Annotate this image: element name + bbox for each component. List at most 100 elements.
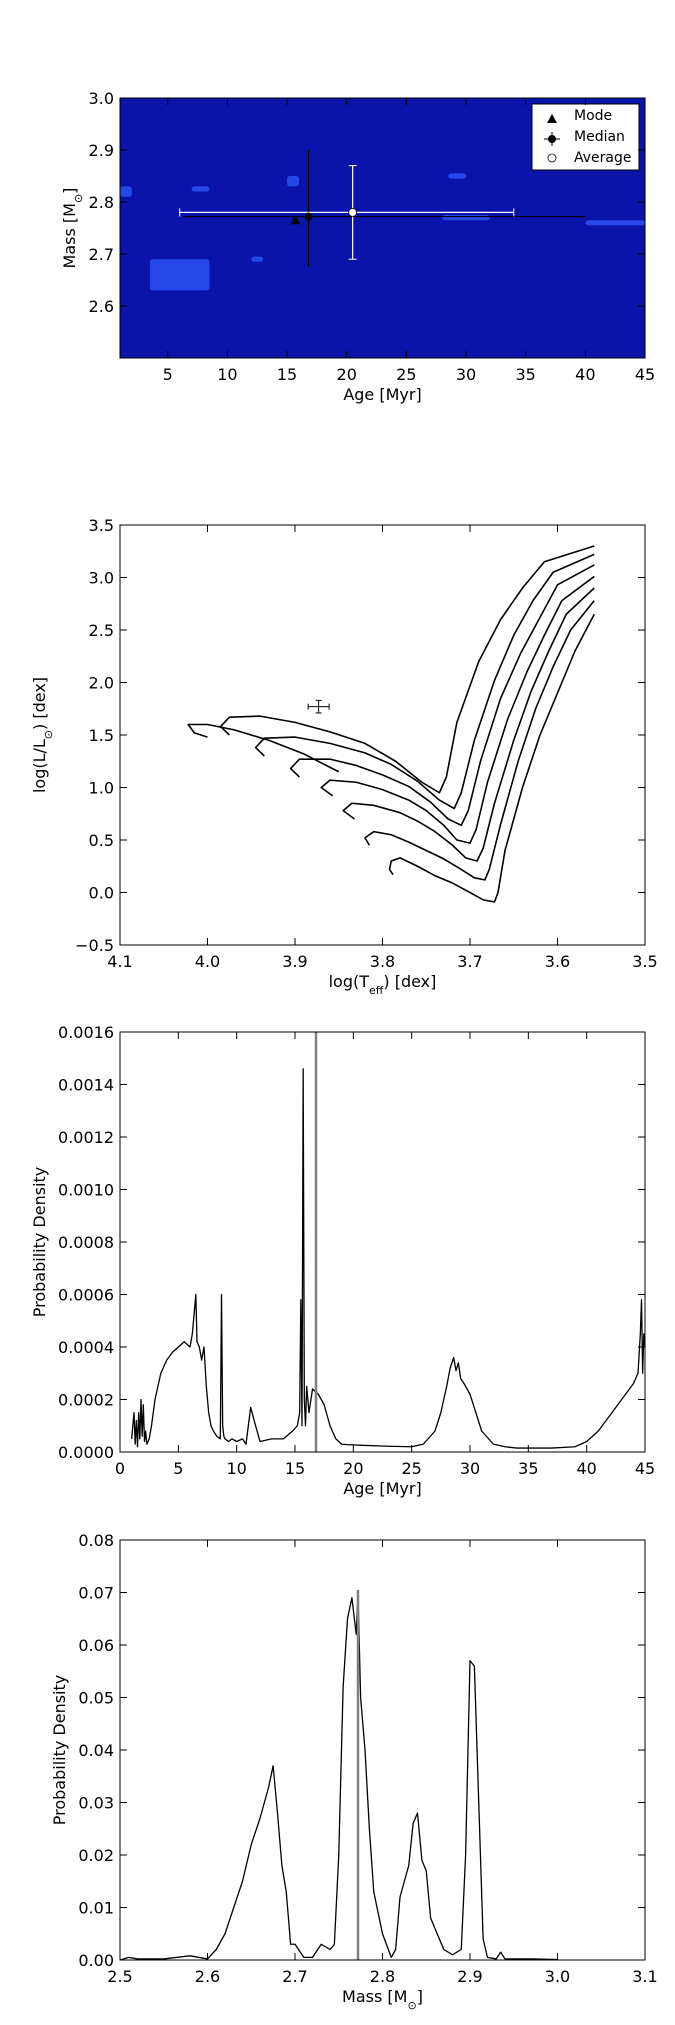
y-axis-label-text: Mass [M: [60, 203, 79, 268]
legend-entry: Average: [574, 150, 632, 166]
plot-background: [120, 1540, 645, 1960]
legend-median-marker: [548, 135, 556, 143]
panel-hr-diagram: 4.1 4.0 3.9 3.8 3.7 3.6 3.5 −0.5 0.0 0.5 1.0 1.5 2.0…: [30, 516, 658, 997]
y-tick-label: 0.00: [78, 1951, 114, 1970]
x-tick-label: 40: [575, 365, 595, 384]
heatmap-cell: [585, 220, 645, 226]
y-tick-label: 0.07: [78, 1584, 114, 1603]
x-tick-label: 20: [337, 365, 357, 384]
x-tick-label: 35: [518, 1459, 538, 1478]
average-marker: [348, 207, 358, 217]
y-tick-label: 0.5: [89, 831, 114, 850]
y-tick-label: 0.0014: [58, 1076, 114, 1095]
y-tick-label: 2.0: [89, 674, 114, 693]
x-tick-label: 15: [285, 1459, 305, 1478]
x-axis-label-subscript: ⊙: [407, 1999, 416, 2012]
plot-frame: [119, 1539, 646, 1961]
y-tick-label: 0.02: [78, 1846, 114, 1865]
x-tick-label: 2.9: [457, 1967, 482, 1986]
heatmap-cell: [251, 256, 264, 262]
y-tick-label: 1.5: [89, 726, 114, 745]
x-tick-label: 15: [277, 365, 297, 384]
panel-age-pdf: 0 5 10 15 20 25 30 35 40 45 0.0000 0.0002 0.0004 0.00…: [30, 1023, 655, 1498]
isochrone-line: [289, 564, 595, 827]
heatmap-cell: [448, 173, 467, 179]
y-tick-label: 0.0008: [58, 1233, 114, 1252]
panel-mass-age-heatmap: Mode Median Average 5 10 15 20 25 30 35 40 45 2.6 2.7…: [60, 89, 655, 404]
x-tick-label: 2.5: [107, 1967, 132, 1986]
y-axis-label-subscript: ⊙: [42, 730, 55, 739]
x-tick-label: 2.7: [282, 1967, 307, 1986]
y-axis-label: Probability Density: [50, 1675, 69, 1826]
isochrone-line: [187, 723, 340, 773]
x-tick-label: 3.7: [457, 952, 482, 971]
y-tick-label: 1.0: [89, 779, 114, 798]
x-tick-label: 5: [163, 365, 173, 384]
x-tick-label: 25: [401, 1459, 421, 1478]
y-tick-label: 0.0016: [58, 1023, 114, 1042]
x-tick-label: 40: [576, 1459, 596, 1478]
x-tick-label: 3.1: [632, 1967, 657, 1986]
panel-mass-pdf: 2.5 2.6 2.7 2.8 2.9 3.0 3.1 0.00 0.01 0.02 0.03 0.0…: [50, 1531, 658, 2012]
y-axis-label-end: ) [dex]: [30, 677, 49, 730]
isochrone-line: [254, 553, 595, 810]
legend-mode-marker: [547, 114, 557, 123]
y-tick-label: 0.0002: [58, 1391, 114, 1410]
plot-background: [120, 525, 645, 945]
x-tick-label: 4.1: [107, 952, 132, 971]
heatmap-cell: [149, 259, 210, 291]
plot-frame: [119, 97, 646, 359]
heatmap-cell: [120, 186, 132, 197]
x-axis-label: log(Teff) [dex]: [329, 972, 437, 997]
plot-background: [120, 1032, 645, 1452]
plot-frame: [119, 1031, 646, 1453]
y-tick-label: 0.0: [89, 884, 114, 903]
x-axis-label-text: log(T: [329, 972, 370, 991]
mode-marker: [290, 215, 301, 225]
y-tick-label: 0.08: [78, 1531, 114, 1550]
median-marker: [304, 212, 313, 221]
legend-entry: Median: [574, 129, 625, 145]
isochrone-line: [364, 600, 595, 881]
y-axis-label-text: Probability Density: [50, 1675, 69, 1826]
y-tick-label: 2.5: [89, 621, 114, 640]
isochrone-line: [388, 613, 595, 903]
x-tick-label: 30: [456, 365, 476, 384]
x-tick-label: 2.6: [195, 1967, 220, 1986]
y-tick-label: 3.5: [89, 516, 114, 535]
x-axis-label: Age [Myr]: [343, 1479, 421, 1498]
plot-frame: [119, 524, 646, 946]
y-tick-label: 3.0: [89, 569, 114, 588]
y-tick-label: 0.05: [78, 1689, 114, 1708]
heatmap-cell: [287, 176, 299, 187]
y-axis-label: Mass [M⊙]: [60, 188, 85, 269]
x-tick-label: 2.8: [370, 1967, 395, 1986]
x-axis-label-subscript: eff: [369, 984, 384, 997]
heatmap-cell: [442, 215, 490, 221]
y-tick-label: 0.04: [78, 1741, 114, 1760]
x-tick-label: 5: [173, 1459, 183, 1478]
pdf-line: [119, 1591, 558, 1961]
y-tick-label: 2.9: [89, 141, 114, 160]
y-tick-label: 0.0006: [58, 1286, 114, 1305]
y-tick-label: 0.06: [78, 1636, 114, 1655]
y-tick-label: 2.6: [89, 297, 114, 316]
x-axis-label: Age [Myr]: [343, 385, 421, 404]
x-tick-label: 45: [635, 1459, 655, 1478]
isochrone-line: [320, 575, 595, 844]
y-tick-label: 0.0012: [58, 1128, 114, 1147]
y-axis-label-end: ]: [60, 188, 79, 194]
y-tick-label: 0.01: [78, 1899, 114, 1918]
y-tick-label: 0.0010: [58, 1181, 114, 1200]
x-axis-label-text: Age [Myr]: [343, 1479, 421, 1498]
x-tick-label: 20: [343, 1459, 363, 1478]
x-axis-label: Mass [M⊙]: [342, 1987, 423, 2012]
y-axis-label-text: log(L/L: [30, 739, 49, 793]
x-tick-label: 35: [516, 365, 536, 384]
x-tick-label: 3.6: [545, 952, 570, 971]
y-tick-label: 3.0: [89, 89, 114, 108]
legend-entry: Mode: [574, 108, 612, 124]
x-tick-label: 25: [396, 365, 416, 384]
legend-average-marker: [547, 153, 557, 163]
